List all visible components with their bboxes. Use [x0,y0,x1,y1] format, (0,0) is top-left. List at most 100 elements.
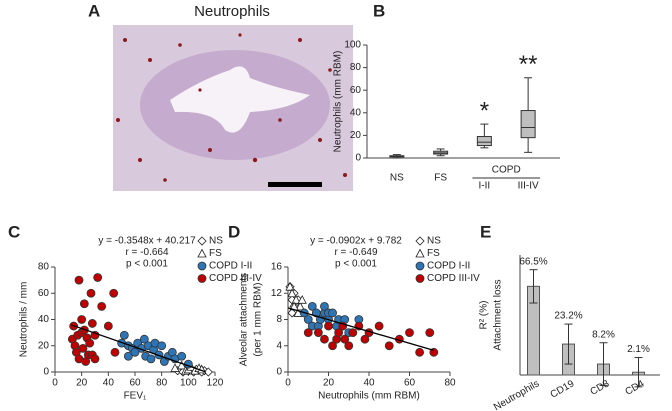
circle-marker [307,301,317,311]
legend-label: COPD III-IV [427,273,480,284]
y-tick-label: 8 [276,314,282,325]
legend-marker [415,236,425,246]
x-tick-label: 80 [156,378,168,389]
significance-mark: ** [519,51,538,78]
circle-marker [425,328,435,338]
x-tick-label: CD8 [588,378,611,398]
y-tick-label: 60 [350,85,362,96]
panel-letter: C [8,222,20,241]
group-label: COPD [492,165,521,176]
x-tick-label: CD4 [623,378,646,398]
y-tick-label: 0 [355,153,361,164]
y-axis-label: Neutrophils / mm [19,282,30,358]
circle-marker [85,338,95,348]
triangle-marker [170,363,180,372]
circle-marker [86,288,96,298]
y-tick-label: 40 [38,314,50,325]
circle-marker [177,351,187,361]
circle-marker [405,328,414,338]
x-tick-label: 40 [363,378,375,389]
y-axis-label: Neutrophils (mm RBM) [333,51,344,153]
triangle-marker [177,360,187,370]
y-axis-label: Alveolar attachments [239,273,250,366]
legend-marker [197,261,207,271]
panel-letter: A [88,1,100,20]
y-tick-label: 60 [38,288,50,299]
lumen [170,66,310,133]
x-tick-label: CD19 [549,378,577,401]
y-tick-label: 80 [350,62,362,73]
circle-marker [74,275,84,285]
circle-marker [123,351,133,361]
y-tick-label: 100 [344,40,361,51]
circle-marker [139,334,149,344]
circle-marker [328,308,337,318]
y-tick-label: 20 [38,340,50,351]
circle-marker [340,334,350,344]
panel-letter: D [228,222,240,241]
y-tick-label: 0 [276,367,282,378]
legend-marker [197,274,207,283]
x-tick-label: NS [390,173,404,184]
circle-marker [77,315,87,324]
circle-marker [348,328,358,338]
x-tick-label: 100 [180,378,197,389]
circle-marker [130,347,140,357]
circle-marker [320,301,329,311]
y-tick-label: 12 [271,288,283,299]
circle-marker [87,319,97,328]
x-tick-label: 0 [52,378,58,389]
circle-marker [157,341,167,351]
x-tick-label: I-II [479,181,491,192]
x-tick-label: 20 [323,378,335,389]
circle-marker [313,328,323,338]
value-label: 2.1% [627,344,650,355]
x-tick-label: FS [434,173,447,184]
circle-marker [344,341,354,351]
micrograph [113,25,353,191]
legend-label: COPD I-II [427,261,470,272]
x-tick-label: 0 [285,378,291,389]
value-label: 66.5% [519,256,547,267]
x-tick-label: 60 [129,378,141,389]
x-tick-label: 80 [444,378,456,389]
y-tick-label: 40 [350,107,362,118]
circle-marker [78,343,88,353]
box [476,136,492,147]
x-tick-label: 120 [207,378,224,389]
legend-marker [415,248,425,258]
circle-marker [103,321,113,331]
circle-marker [328,341,337,351]
panel-letter: E [480,222,491,241]
circle-marker [384,341,394,351]
box [520,110,536,139]
stat-annotation: r = -0.664 [125,247,169,258]
y-tick-label: 20 [350,130,362,141]
value-label: 23.2% [554,311,582,322]
circle-marker [93,273,103,282]
x-axis-label: FEV₁ [124,391,147,402]
stat-annotation: p < 0.001 [335,259,377,270]
diamond-marker [203,367,213,377]
image-title: Neutrophils [194,3,270,20]
circle-marker [90,354,100,364]
stat-annotation: y = -0.3548x + 40.217 [98,236,196,247]
legend-marker [415,261,425,271]
x-axis-label: Neutrophils (mm RBM) [318,391,420,402]
triangle-marker [291,294,301,304]
fit-line [287,307,434,352]
y-tick-label: 16 [271,262,283,273]
panel-letter: B [373,1,385,20]
circle-marker [79,299,89,309]
diamond-marker [287,308,297,318]
circle-marker [146,354,156,364]
circle-marker [360,334,370,344]
y-axis-label: Attachment loss [493,279,504,350]
stat-annotation: y = -0.0902x + 9.782 [310,236,402,247]
triangle-marker [295,301,305,311]
circle-marker [303,328,313,338]
triangle-marker [297,294,307,304]
circle-marker [110,347,120,357]
